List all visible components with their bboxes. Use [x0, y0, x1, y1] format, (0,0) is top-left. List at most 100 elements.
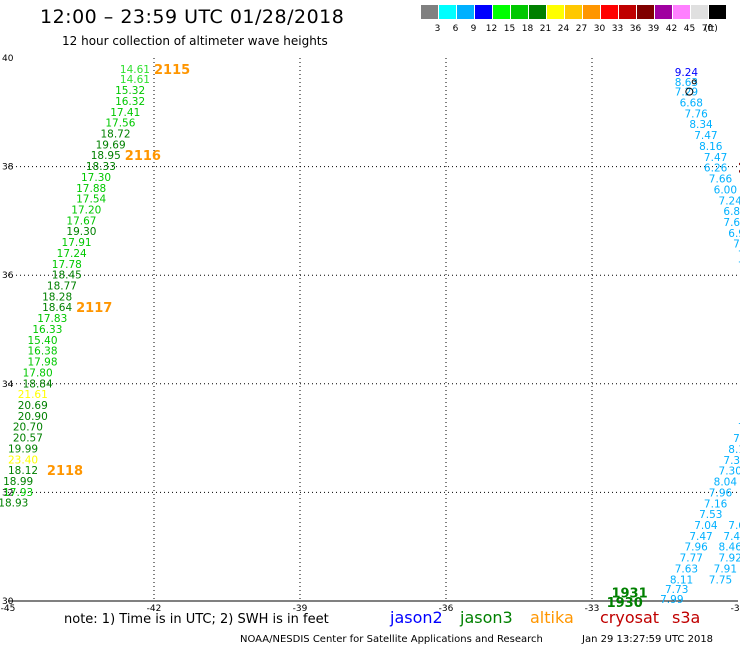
data-point-jason2: 6.84: [723, 206, 740, 218]
satellite-altika: altika: [530, 608, 574, 627]
data-point-s3a: 7.53: [699, 509, 722, 521]
y-tick-label: 30: [2, 597, 14, 607]
data-point-jason3: 16.32: [115, 96, 145, 108]
credit-text: NOAA/NESDIS Center for Satellite Applica…: [240, 634, 543, 645]
y-tick-label: 38: [2, 163, 14, 173]
data-point-s3a: 7.92: [719, 553, 740, 565]
data-point-jason3: 17.41: [110, 107, 140, 119]
chart-title: 12:00 – 23:59 UTC 01/28/2018: [40, 6, 345, 28]
legend-swatch: [709, 5, 726, 19]
data-point-jason2: 7.47: [704, 152, 727, 164]
data-point-jason3: 17.56: [105, 118, 135, 130]
data-point-jason2: 7.01: [738, 260, 740, 272]
time-label: 1930: [607, 596, 643, 611]
data-point-jason2: 7.30: [738, 250, 740, 262]
data-point-jason3: 14.61: [120, 74, 150, 86]
track-marker: [691, 79, 697, 85]
legend-swatch: [583, 5, 600, 19]
data-point-jason2: 7.47: [694, 130, 717, 142]
data-point-s3a: 8.16: [728, 444, 740, 456]
y-tick-label: 36: [2, 271, 14, 281]
data-point-jason3: 14.61: [120, 64, 150, 76]
data-point-s3a: 8.04: [714, 477, 738, 489]
legend-label: 6: [452, 24, 459, 34]
data-point-jason3: 15.32: [115, 85, 145, 97]
chart-subtitle: 12 hour collection of altimeter wave hei…: [62, 34, 328, 48]
data-point-jason3: 20.69: [18, 400, 48, 412]
data-point-s3a: 7.4: [723, 531, 740, 543]
legend-label: 15: [503, 24, 516, 34]
data-point-s3a: 7.47: [689, 531, 712, 543]
data-point-jason3: 20.70: [13, 422, 43, 434]
time-label: 233: [738, 162, 740, 177]
data-point-s3a: 7.30: [723, 455, 740, 467]
time-label: 2117: [76, 301, 112, 316]
legend-label: 24: [557, 24, 570, 34]
time-label: 2115: [154, 63, 190, 78]
data-point-jason3: 18.12: [8, 465, 38, 477]
legend-swatch: [619, 5, 636, 19]
data-point-jason3: 18.95: [91, 150, 121, 162]
data-point-jason3: 16.33: [32, 324, 62, 336]
data-point-s3a: 7.6: [728, 520, 740, 532]
data-point-jason2: 7.65: [723, 217, 740, 229]
x-tick-label: -45: [1, 604, 16, 614]
legend-label: 42: [665, 24, 678, 34]
data-point-jason3: 18.33: [86, 161, 116, 173]
data-point-s3a: 7.99: [660, 594, 683, 606]
data-point-jason3: 17.91: [62, 237, 92, 249]
legend-swatch: [439, 5, 456, 19]
data-point-jason3: 17.30: [81, 172, 111, 184]
data-point-jason3: 16.38: [27, 346, 57, 358]
legend-swatch: [691, 5, 708, 19]
y-tick-label: 34: [2, 380, 14, 390]
x-tick-label: -30: [731, 604, 740, 614]
data-point-jason3: 17.98: [27, 357, 57, 369]
legend-swatch: [637, 5, 654, 19]
data-point-jason3: 18.77: [47, 281, 77, 293]
time-label: 2118: [47, 464, 83, 479]
data-point-jason2: 7.24: [719, 195, 740, 207]
data-point-jason2: 9.24: [675, 67, 699, 79]
data-point-jason3: 15.40: [27, 335, 57, 347]
data-point-s3a: 7.77: [680, 553, 703, 565]
legend-label: 27: [575, 24, 588, 34]
data-point-jason3: 21.61: [18, 389, 48, 401]
legend-swatch: [475, 5, 492, 19]
data-point-jason3: 18.45: [52, 270, 82, 282]
satellite-jason2: jason2: [390, 608, 443, 627]
data-point-jason2: 7.66: [709, 174, 733, 186]
x-tick-label: -42: [147, 604, 162, 614]
data-point-s3a: 7.16: [704, 498, 728, 510]
data-point-jason3: 17.24: [57, 248, 87, 260]
legend-swatch: [457, 5, 474, 19]
data-point-s3a: 7.91: [714, 563, 737, 575]
legend-swatch: [673, 5, 690, 19]
data-point-jason3: 18.72: [100, 128, 130, 140]
legend-label: 70: [701, 24, 714, 34]
data-point-s3a: 7.75: [709, 574, 732, 586]
data-point-s3a: 8.11: [670, 574, 693, 586]
data-point-s3a: 7.39: [733, 433, 740, 445]
legend-label: 45: [683, 24, 696, 34]
data-point-jason3: 18.64: [42, 302, 72, 314]
legend-label: 36: [629, 24, 642, 34]
data-point-jason3: 17.83: [37, 313, 67, 325]
track-marker: [685, 87, 694, 96]
data-point-s3a: 7.96: [709, 487, 733, 499]
data-point-jason2: 6.26: [704, 163, 728, 175]
x-tick-label: -36: [439, 604, 454, 614]
data-point-jason3: 18.99: [3, 476, 33, 488]
data-point-jason2: 8.34: [689, 119, 713, 131]
legend-label: 12: [485, 24, 498, 34]
data-point-jason3: 20.57: [13, 433, 43, 445]
legend-swatch: [529, 5, 546, 19]
y-tick-label: 40: [2, 54, 14, 64]
data-point-jason3: 18.28: [42, 291, 72, 303]
legend-swatch: [493, 5, 510, 19]
data-point-jason2: 6.95: [728, 228, 740, 240]
legend-label: 21: [539, 24, 552, 34]
legend-label: 3: [434, 24, 441, 34]
data-point-s3a: 7.04: [694, 520, 718, 532]
